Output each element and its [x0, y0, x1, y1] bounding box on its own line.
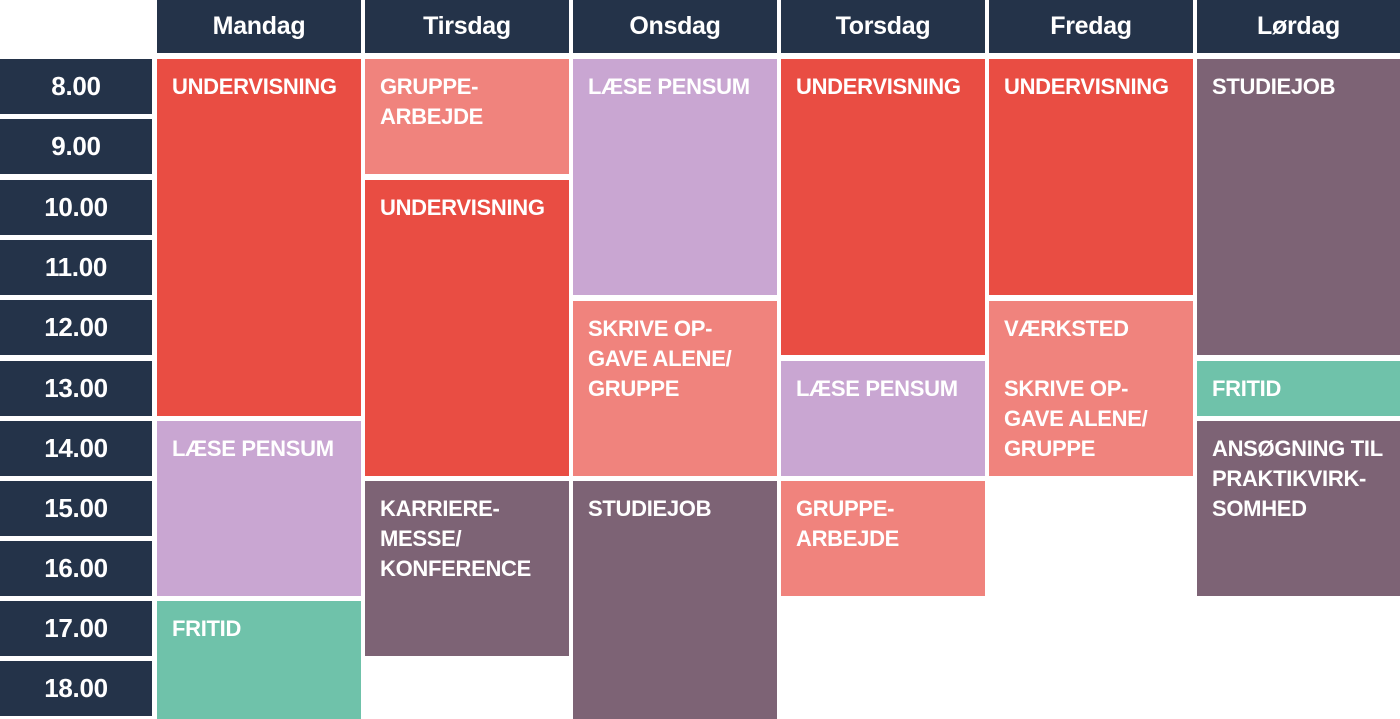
event-label: FRITID [172, 616, 242, 641]
time-label-18: 18.00 [0, 661, 152, 716]
time-label-17: 17.00 [0, 601, 152, 656]
time-text: 13.00 [44, 373, 108, 403]
event-label: UNDERVISNING [796, 74, 961, 99]
event-onsdag-studiejob: STUDIEJOB [573, 481, 777, 719]
time-label-13: 13.00 [0, 361, 152, 416]
event-torsdag-undervisning: UNDERVISNING [781, 59, 985, 355]
time-label-10: 10.00 [0, 180, 152, 235]
event-label: STUDIEJOB [588, 496, 712, 521]
event-label: GRUPPE- ARBEJDE [380, 74, 484, 129]
event-mandag-laese-pensum: LÆSE PENSUM [157, 421, 361, 596]
day-header-label: Fredag [1050, 12, 1132, 40]
event-mandag-undervisning: UNDERVISNING [157, 59, 361, 416]
time-text: 14.00 [44, 433, 108, 463]
time-text: 8.00 [51, 71, 101, 101]
time-label-11: 11.00 [0, 240, 152, 295]
event-onsdag-laese-pensum: LÆSE PENSUM [573, 59, 777, 295]
day-header-lordag: Lørdag [1197, 0, 1400, 53]
day-header-label: Onsdag [629, 12, 721, 40]
day-header-label: Lørdag [1257, 12, 1340, 40]
event-label: LÆSE PENSUM [588, 74, 750, 99]
event-lordag-fritid: FRITID [1197, 361, 1400, 416]
time-label-8: 8.00 [0, 59, 152, 114]
event-torsdag-gruppearbejde: GRUPPE- ARBEJDE [781, 481, 985, 596]
time-label-14: 14.00 [0, 421, 152, 476]
day-header-tirsdag: Tirsdag [365, 0, 569, 53]
event-label: LÆSE PENSUM [796, 376, 958, 401]
event-fredag-undervisning: UNDERVISNING [989, 59, 1193, 295]
event-label: FRITID [1212, 376, 1282, 401]
time-label-12: 12.00 [0, 300, 152, 355]
time-text: 18.00 [44, 673, 108, 703]
event-torsdag-laese-pensum: LÆSE PENSUM [781, 361, 985, 476]
time-text: 9.00 [51, 131, 101, 161]
event-tirsdag-gruppearbejde: GRUPPE- ARBEJDE [365, 59, 569, 174]
time-text: 10.00 [44, 192, 108, 222]
day-header-fredag: Fredag [989, 0, 1193, 53]
event-lordag-ansogning: ANSØGNING TIL PRAKTIKVIRK- SOMHED [1197, 421, 1400, 596]
event-label: UNDERVISNING [1004, 74, 1169, 99]
event-label: KARRIERE- MESSE/ KONFERENCE [380, 496, 532, 581]
event-label: SKRIVE OP- GAVE ALENE/ GRUPPE [588, 316, 732, 401]
day-header-mandag: Mandag [157, 0, 361, 53]
day-header-label: Tirsdag [423, 12, 511, 40]
time-text: 15.00 [44, 493, 108, 523]
day-header-onsdag: Onsdag [573, 0, 777, 53]
time-text: 12.00 [44, 312, 108, 342]
event-label: LÆSE PENSUM [172, 436, 334, 461]
day-header-torsdag: Torsdag [781, 0, 985, 53]
time-text: 11.00 [44, 252, 108, 282]
event-label: ANSØGNING TIL PRAKTIKVIRK- SOMHED [1212, 436, 1383, 521]
time-label-9: 9.00 [0, 119, 152, 174]
event-tirsdag-karrieremesse: KARRIERE- MESSE/ KONFERENCE [365, 481, 569, 656]
event-mandag-fritid: FRITID [157, 601, 361, 719]
event-label: VÆRKSTED SKRIVE OP- GAVE ALENE/ GRUPPE [1004, 316, 1148, 461]
time-label-15: 15.00 [0, 481, 152, 536]
event-label: UNDERVISNING [380, 195, 545, 220]
event-tirsdag-undervisning: UNDERVISNING [365, 180, 569, 476]
event-lordag-studiejob: STUDIEJOB [1197, 59, 1400, 355]
event-onsdag-skrive-opgave: SKRIVE OP- GAVE ALENE/ GRUPPE [573, 301, 777, 476]
time-text: 16.00 [44, 553, 108, 583]
event-label: GRUPPE- ARBEJDE [796, 496, 900, 551]
event-fredag-vaerksted-skrive-opgave: VÆRKSTED SKRIVE OP- GAVE ALENE/ GRUPPE [989, 301, 1193, 476]
event-label: UNDERVISNING [172, 74, 337, 99]
time-label-16: 16.00 [0, 541, 152, 596]
time-text: 17.00 [44, 613, 108, 643]
day-header-label: Mandag [212, 12, 306, 40]
day-header-label: Torsdag [835, 12, 931, 40]
event-label: STUDIEJOB [1212, 74, 1336, 99]
